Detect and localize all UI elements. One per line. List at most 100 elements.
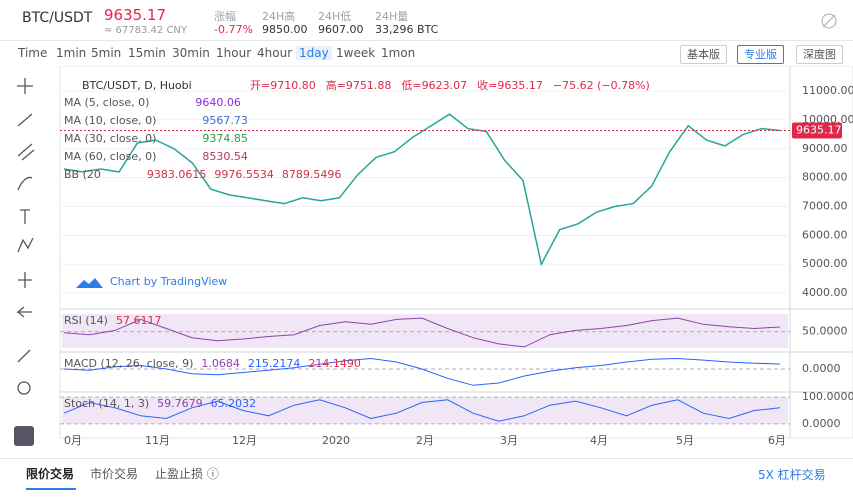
study-value: 59.7679 [157, 397, 203, 410]
study-name: MA (5, close, 0) [64, 96, 149, 109]
y-tick-label: 0.0000 [802, 362, 841, 375]
study-name: MA (30, close, 0) [64, 132, 156, 145]
stat-label: 涨幅 [214, 10, 236, 23]
study-value: 57.6117 [116, 314, 162, 327]
study-name: MACD (12, 26, close, 9) [64, 357, 193, 370]
cny-price: ≈ 67783.42 CNY [104, 25, 188, 36]
drawing-tools [14, 78, 35, 446]
view-button[interactable]: 基本版 [680, 45, 727, 64]
pair: BTC/USDT [22, 10, 93, 26]
x-tick-label: 12月 [232, 434, 257, 447]
plot-frame [59, 66, 853, 439]
leverage-link[interactable]: 5X 杠杆交易 [758, 468, 826, 482]
x-tick-label: 2020 [322, 434, 350, 447]
crosshair-tool[interactable] [17, 78, 33, 94]
study-name: MA (60, close, 0) [64, 150, 156, 163]
interval-button[interactable]: 1hour [216, 46, 252, 60]
text-tool[interactable] [20, 209, 30, 224]
last-price-tag-label: 9635.17 [796, 123, 842, 136]
study-name: RSI (14) [64, 314, 108, 327]
y-tick-label: 100.0000 [802, 390, 853, 403]
trade-tab[interactable]: 市价交易 [90, 467, 139, 481]
y-tick-label: 6000.00 [802, 228, 848, 241]
y-tick-label: 50.0000 [802, 325, 848, 338]
ohlc-value: 高=9751.88 [326, 78, 392, 92]
zoom-tool[interactable] [17, 381, 31, 395]
measure-tool[interactable] [18, 272, 32, 288]
study-value: 9374.85 [202, 132, 248, 145]
interval-button[interactable]: 4hour [257, 46, 293, 60]
pattern-tool[interactable] [17, 237, 34, 253]
interval-button[interactable]: 30min [172, 46, 210, 60]
back-tool[interactable] [16, 306, 32, 318]
study-name: BB (20 [64, 168, 101, 181]
study-value: 8789.5496 [282, 168, 342, 181]
study-value: 215.2174 [248, 357, 301, 370]
change-value: −75.62 (−0.78%) [553, 79, 650, 92]
study-name: MA (10, close, 0) [64, 114, 156, 127]
x-tick-label: 4月 [590, 434, 608, 447]
study-value: 65.2032 [211, 397, 257, 410]
trend-tool[interactable] [17, 113, 33, 127]
trade-tab[interactable]: 限价交易 [26, 467, 75, 481]
y-tick-label: 7000.00 [802, 199, 848, 212]
last-price: 9635.17 [104, 6, 167, 24]
x-tick-label: 0月 [64, 434, 82, 447]
y-tick-label: 0.0000 [802, 417, 841, 430]
settings-icon[interactable] [820, 12, 838, 30]
interval-button[interactable]: 1min [56, 46, 87, 60]
x-tick-label: 2月 [416, 434, 434, 447]
stat-value: 33,296 BTC [375, 23, 439, 36]
stat-label: 24H低 [318, 10, 352, 23]
study-name: Stoch (14, 1, 3) [64, 397, 149, 410]
interval-button[interactable]: 1mon [381, 46, 416, 60]
interval-button[interactable]: Time [18, 46, 48, 60]
last-price-tag [792, 122, 842, 139]
study-value: 1.0684 [201, 357, 240, 370]
interval-button[interactable]: 15min [128, 46, 166, 60]
chart-area: 11000.0010000.009000.008000.007000.00600… [59, 66, 853, 447]
interval-button[interactable]: 1day [296, 46, 332, 60]
stat-value: -0.77% [214, 23, 253, 36]
brush-tool[interactable] [17, 176, 33, 191]
study-value: 9383.0615 [147, 168, 207, 181]
watermark: Chart by TradingView [110, 275, 227, 288]
x-tick-label: 6月 [768, 434, 786, 447]
ohlc-value: 收=9635.17 [477, 78, 543, 92]
x-tick-label: 11月 [145, 434, 170, 447]
stat-label: 24H高 [262, 10, 296, 23]
study-value: 9640.06 [195, 96, 241, 109]
indicator-line [63, 399, 781, 422]
interval-button[interactable]: 1week [336, 46, 376, 60]
watermark-logo [76, 278, 103, 288]
panel-band [62, 397, 788, 424]
study-value: 9976.5534 [214, 168, 274, 181]
ruler-tool[interactable] [17, 349, 31, 363]
ohlc-value: 低=9623.07 [401, 79, 467, 92]
tab-underline [26, 488, 76, 490]
interval-button[interactable]: 5min [91, 46, 122, 60]
y-tick-label: 4000.00 [802, 286, 848, 299]
study-value: 214.1490 [308, 357, 361, 370]
stat-value: 9607.00 [318, 23, 364, 36]
y-tick-label: 11000.00 [802, 84, 853, 97]
divider [0, 40, 853, 41]
x-tick-label: 3月 [500, 434, 518, 447]
stat-value: 9850.00 [262, 23, 308, 36]
fib-tool[interactable] [17, 143, 35, 161]
y-tick-label: 5000.00 [802, 257, 848, 270]
view-button[interactable]: 深度图 [796, 45, 843, 64]
divider [0, 458, 853, 459]
ohlc-value: 开=9710.80 [250, 79, 316, 92]
study-value: 9567.73 [202, 114, 248, 127]
view-button[interactable]: 专业版 [737, 45, 784, 64]
x-tick-label: 5月 [676, 434, 694, 447]
study-value: 8530.54 [202, 150, 248, 163]
y-tick-label: 9000.00 [802, 142, 848, 155]
trade-tab[interactable]: 止盈止损 ⓘ [155, 467, 219, 481]
symbol-legend: BTC/USDT, D, Huobi [82, 79, 192, 92]
indicator-line [63, 357, 781, 386]
y-tick-label: 8000.00 [802, 171, 848, 184]
lock-tool[interactable] [14, 426, 34, 446]
